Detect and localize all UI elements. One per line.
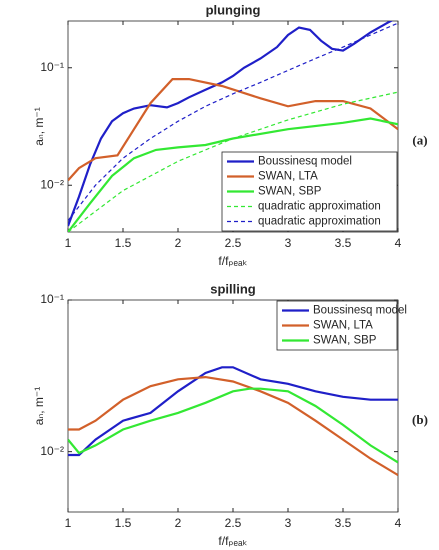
x-tick-label: 1.5 [115,236,132,250]
x-tick-label: 4 [395,236,402,250]
series-line [68,387,398,464]
x-axis-label: f/fₚₑₐₖ [218,254,247,268]
x-tick-label: 4 [395,516,402,530]
series-line [68,366,398,457]
legend-label: SWAN, LTA [258,171,318,183]
legend-label: SWAN, LTA [313,320,373,332]
x-tick-label: 3.5 [335,516,352,530]
y-tick-label: 10⁻² [40,177,64,191]
x-axis-label: f/fₚₑₐₖ [218,534,247,548]
series-line [68,22,398,221]
x-tick-label: 2 [175,516,182,530]
y-tick-label: 10⁻¹ [40,60,64,74]
x-tick-label: 3 [285,516,292,530]
x-tick-label: 2.5 [225,516,242,530]
legend-label: quadratic approximation [258,216,381,228]
x-tick-label: 1 [65,516,72,530]
chart-title: spilling [210,281,256,296]
series-line [68,91,398,232]
y-axis-label: aₙ, m⁻¹ [32,107,46,145]
legend-label: Boussinesq model [258,156,352,168]
y-tick-label: 10⁻² [40,444,64,458]
x-tick-label: 3.5 [335,236,352,250]
x-tick-label: 1.5 [115,516,132,530]
x-tick-label: 1 [65,236,72,250]
legend-label: quadratic approximation [258,201,381,213]
chart-title: plunging [206,2,261,17]
panel-label: (b) [412,412,428,427]
subplot: plunging f/fₚₑₐₖ aₙ, m⁻¹ (a) 1 1.5 2 2.5 3 3.5 4 10… [32,2,427,268]
x-tick-label: 2 [175,236,182,250]
subplot: spilling f/fₚₑₐₖ aₙ, m⁻¹ (b) 1 1.5 2 2.5 3 3.5 4 10… [32,281,428,548]
series-line [68,78,398,182]
x-tick-label: 2.5 [225,236,242,250]
legend-label: Boussinesq model [313,305,407,317]
series-line [68,117,398,232]
y-tick-label: 10⁻¹ [40,292,64,306]
panel-label: (a) [412,132,427,147]
legend-label: SWAN, SBP [258,186,322,198]
series-line [68,375,398,477]
series-line [68,21,394,227]
x-tick-label: 3 [285,236,292,250]
y-axis-label: aₙ, m⁻¹ [32,387,46,425]
legend-label: SWAN, SBP [313,335,377,347]
